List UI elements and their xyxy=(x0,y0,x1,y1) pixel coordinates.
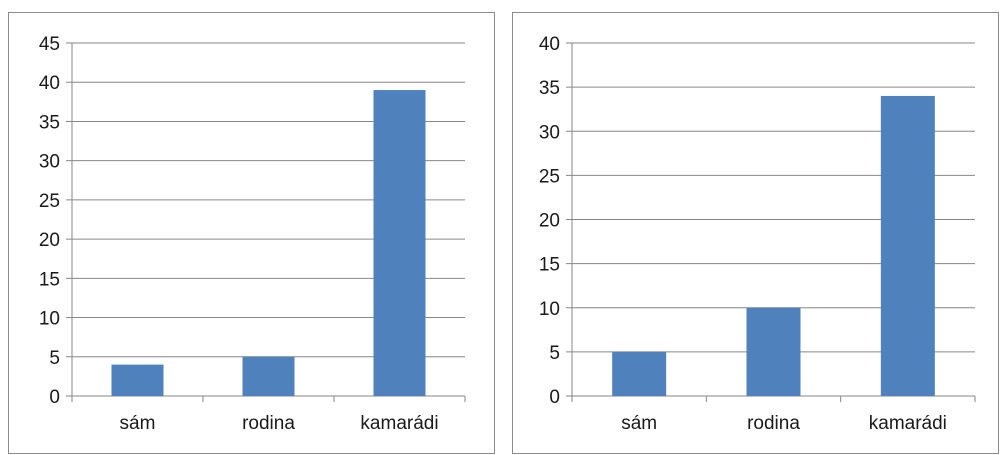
y-tick-label: 0 xyxy=(49,387,60,408)
y-tick-label: 20 xyxy=(539,211,560,232)
y-tick-label: 40 xyxy=(539,34,560,55)
y-tick-label: 10 xyxy=(539,299,560,320)
y-tick-label: 5 xyxy=(49,348,60,369)
bar-kamarádi xyxy=(373,90,426,397)
x-category-label: kamarádi xyxy=(360,413,438,434)
y-tick-label: 25 xyxy=(539,166,560,187)
chart-panel-left: 0 5 10 15 20 25 30 35 40 45 sám rodina kamarádi xyxy=(8,12,495,454)
y-tick-label: 20 xyxy=(39,230,60,251)
x-category-label: sám xyxy=(120,413,156,434)
y-tick-label: 10 xyxy=(39,309,60,330)
bar-rodina xyxy=(746,307,801,396)
bar-sám xyxy=(111,364,164,396)
bar-sám xyxy=(612,351,667,396)
y-tick-label: 30 xyxy=(539,122,560,143)
bar-rodina xyxy=(242,356,295,396)
chart-panel-right: 0 5 10 15 20 25 30 35 40 sám rodina kamarádi xyxy=(512,12,999,454)
x-category-label: rodina xyxy=(242,413,295,434)
x-category-label: sám xyxy=(621,413,657,434)
y-tick-label: 30 xyxy=(39,152,60,173)
y-tick-label: 15 xyxy=(539,255,560,276)
y-tick-label: 40 xyxy=(39,73,60,94)
x-category-label: kamarádi xyxy=(869,413,947,434)
y-tick-label: 0 xyxy=(549,387,560,408)
y-tick-label: 35 xyxy=(39,112,60,133)
bar-kamarádi xyxy=(880,95,935,396)
bar-chart-right: 0 5 10 15 20 25 30 35 40 sám rodina kamarádi xyxy=(539,34,976,434)
y-tick-label: 25 xyxy=(39,191,60,212)
y-tick-label: 45 xyxy=(39,34,60,55)
bar-chart-left: 0 5 10 15 20 25 30 35 40 45 sám rodina kamarádi xyxy=(39,34,466,434)
y-tick-label: 35 xyxy=(539,78,560,99)
y-tick-label: 15 xyxy=(39,269,60,290)
y-tick-label: 5 xyxy=(549,343,560,364)
x-category-label: rodina xyxy=(747,413,800,434)
